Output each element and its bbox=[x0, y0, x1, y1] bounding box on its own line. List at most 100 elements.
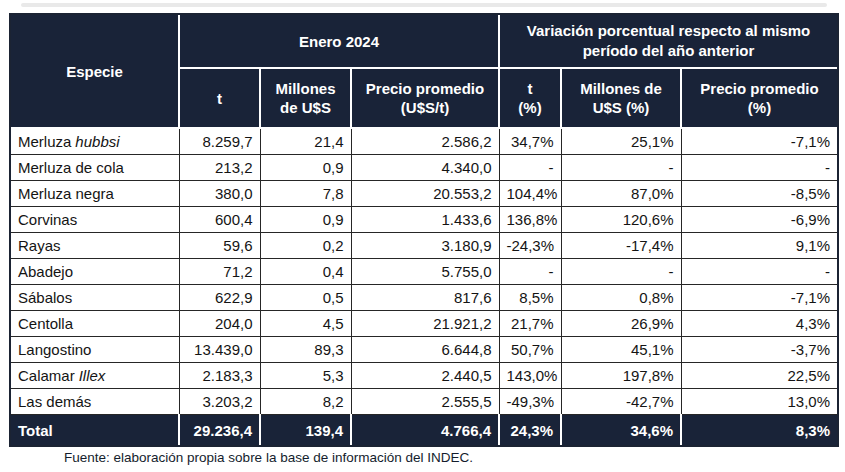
species-row: Merluza de cola213,20,94.340,0--- bbox=[11, 155, 837, 181]
cell-millones-usd: 5,3 bbox=[260, 363, 351, 389]
header-var-t: t (%) bbox=[499, 68, 561, 128]
cell-var-millones: 25,1% bbox=[561, 128, 681, 155]
header-var-millones: Millones de U$S (%) bbox=[561, 68, 681, 128]
total-row: Total 29.236,4 139,4 4.766,4 24,3% 34,6%… bbox=[11, 415, 837, 446]
cell-precio-promedio: 1.433,6 bbox=[351, 207, 499, 233]
cell-millones-usd: 4,5 bbox=[260, 311, 351, 337]
total-precio-promedio: 4.766,4 bbox=[351, 415, 499, 446]
species-name-cell: Langostino bbox=[11, 337, 179, 363]
cell-var-precio: -8,5% bbox=[681, 181, 837, 207]
total-var-millones: 34,6% bbox=[561, 415, 681, 446]
table-footer: Total 29.236,4 139,4 4.766,4 24,3% 34,6%… bbox=[11, 415, 837, 446]
species-name-cell: Rayas bbox=[11, 233, 179, 259]
cell-var-millones: 45,1% bbox=[561, 337, 681, 363]
top-edge-artifact bbox=[21, 3, 827, 7]
cell-var-precio: -6,9% bbox=[681, 207, 837, 233]
header-t: t bbox=[179, 68, 260, 128]
cell-precio-promedio: 5.755,0 bbox=[351, 259, 499, 285]
species-name-cell: Sábalos bbox=[11, 285, 179, 311]
cell-t: 380,0 bbox=[179, 181, 260, 207]
header-var-millones-line2: U$S (%) bbox=[568, 98, 674, 117]
page: Especie Enero 2024 Variación porcentual … bbox=[0, 0, 845, 472]
cell-var-t: 21,7% bbox=[499, 311, 561, 337]
cell-var-millones: 120,6% bbox=[561, 207, 681, 233]
header-t-line1: t bbox=[186, 89, 253, 108]
species-row: Langostino13.439,089,36.644,850,7%45,1%-… bbox=[11, 337, 837, 363]
total-t: 29.236,4 bbox=[179, 415, 260, 446]
cell-var-precio: 9,1% bbox=[681, 233, 837, 259]
table-body: Merluzahubbsi8.259,721,42.586,234,7%25,1… bbox=[11, 128, 837, 415]
header-group-enero-2024: Enero 2024 bbox=[179, 15, 499, 68]
cell-var-t: 34,7% bbox=[499, 128, 561, 155]
cell-var-t: - bbox=[499, 155, 561, 181]
cell-precio-promedio: 2.440,5 bbox=[351, 363, 499, 389]
header-especie: Especie bbox=[11, 15, 179, 128]
cell-t: 600,4 bbox=[179, 207, 260, 233]
species-name-cell: Abadejo bbox=[11, 259, 179, 285]
cell-millones-usd: 8,2 bbox=[260, 389, 351, 415]
cell-var-precio: -7,1% bbox=[681, 128, 837, 155]
cell-var-t: 8,5% bbox=[499, 285, 561, 311]
source-note: Fuente: elaboración propia sobre la base… bbox=[64, 450, 473, 465]
species-row: Merluza negra380,07,820.553,2104,4%87,0%… bbox=[11, 181, 837, 207]
cell-precio-promedio: 6.644,8 bbox=[351, 337, 499, 363]
header-millones-line2: de U$S bbox=[267, 98, 344, 117]
cell-var-t: 136,8% bbox=[499, 207, 561, 233]
cell-var-precio: 4,3% bbox=[681, 311, 837, 337]
header-var-precio-line1: Precio promedio bbox=[688, 79, 831, 98]
cell-var-t: 143,0% bbox=[499, 363, 561, 389]
cell-var-t: 50,7% bbox=[499, 337, 561, 363]
cell-var-t: -24,3% bbox=[499, 233, 561, 259]
species-name-cell: Merluza negra bbox=[11, 181, 179, 207]
cell-var-precio: -3,7% bbox=[681, 337, 837, 363]
header-var-millones-line1: Millones de bbox=[568, 79, 674, 98]
cell-var-precio: -7,1% bbox=[681, 285, 837, 311]
species-row: CalamarIllex2.183,35,32.440,5143,0%197,8… bbox=[11, 363, 837, 389]
cell-var-precio: - bbox=[681, 259, 837, 285]
header-var-precio: Precio promedio (%) bbox=[681, 68, 837, 128]
cell-var-millones: -17,4% bbox=[561, 233, 681, 259]
cell-precio-promedio: 20.553,2 bbox=[351, 181, 499, 207]
cell-precio-promedio: 2.586,2 bbox=[351, 128, 499, 155]
cell-t: 622,9 bbox=[179, 285, 260, 311]
cell-millones-usd: 7,8 bbox=[260, 181, 351, 207]
cell-var-millones: 197,8% bbox=[561, 363, 681, 389]
total-var-t: 24,3% bbox=[499, 415, 561, 446]
cell-var-millones: 26,9% bbox=[561, 311, 681, 337]
cell-precio-promedio: 817,6 bbox=[351, 285, 499, 311]
cell-millones-usd: 21,4 bbox=[260, 128, 351, 155]
cell-precio-promedio: 2.555,5 bbox=[351, 389, 499, 415]
header-var-t-line2: (%) bbox=[506, 98, 554, 117]
species-row: Merluzahubbsi8.259,721,42.586,234,7%25,1… bbox=[11, 128, 837, 155]
cell-var-millones: - bbox=[561, 259, 681, 285]
header-group-variacion: Variación porcentual respecto al mismo p… bbox=[499, 15, 837, 68]
cell-millones-usd: 0,9 bbox=[260, 155, 351, 181]
cell-t: 71,2 bbox=[179, 259, 260, 285]
header-var-precio-line2: (%) bbox=[688, 98, 831, 117]
species-name-cell: Corvinas bbox=[11, 207, 179, 233]
cell-t: 59,6 bbox=[179, 233, 260, 259]
header-precio-line2: (U$S/t) bbox=[358, 98, 492, 117]
species-row: Sábalos622,90,5817,68,5%0,8%-7,1% bbox=[11, 285, 837, 311]
cell-t: 8.259,7 bbox=[179, 128, 260, 155]
cell-t: 3.203,2 bbox=[179, 389, 260, 415]
cell-precio-promedio: 21.921,2 bbox=[351, 311, 499, 337]
cell-var-t: 104,4% bbox=[499, 181, 561, 207]
species-name-cell: Merluzahubbsi bbox=[11, 128, 179, 155]
table-header: Especie Enero 2024 Variación porcentual … bbox=[11, 15, 837, 128]
cell-precio-promedio: 4.340,0 bbox=[351, 155, 499, 181]
header-millones-usd: Millones de U$S bbox=[260, 68, 351, 128]
cell-millones-usd: 0,2 bbox=[260, 233, 351, 259]
cell-millones-usd: 0,5 bbox=[260, 285, 351, 311]
total-millones-usd: 139,4 bbox=[260, 415, 351, 446]
header-group-row: Especie Enero 2024 Variación porcentual … bbox=[11, 15, 837, 68]
total-label: Total bbox=[11, 415, 179, 446]
cell-precio-promedio: 3.180,9 bbox=[351, 233, 499, 259]
species-name-cell: Merluza de cola bbox=[11, 155, 179, 181]
cell-t: 2.183,3 bbox=[179, 363, 260, 389]
cell-var-millones: -42,7% bbox=[561, 389, 681, 415]
cell-millones-usd: 0,4 bbox=[260, 259, 351, 285]
cell-millones-usd: 0,9 bbox=[260, 207, 351, 233]
header-precio-line1: Precio promedio bbox=[358, 79, 492, 98]
header-millones-line1: Millones bbox=[267, 79, 344, 98]
